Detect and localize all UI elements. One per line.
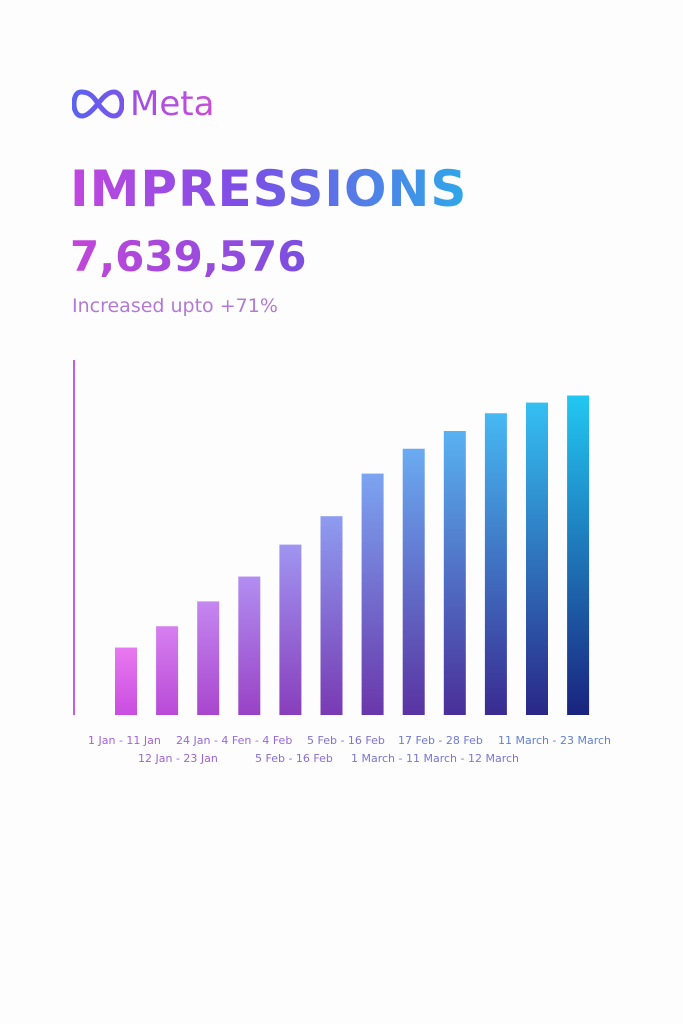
growth-subtitle: Increased upto +71% [72,295,278,317]
bar [361,473,384,715]
bar [484,413,507,715]
brand-logo: Meta [72,84,214,124]
bar-chart: 1 Jan - 11 Jan 24 Jan - 4 Fen - 4 Feb 5 Fe… [73,360,613,765]
bar [402,448,425,715]
bar [197,601,220,715]
bar [567,395,590,715]
x-tick-label: 1 Jan - 11 Jan [88,734,161,747]
x-tick-label: 5 Feb - 16 Feb [307,734,385,747]
bar [526,402,548,715]
page-title: IMPRESSIONS [70,160,468,218]
bar [115,647,137,715]
x-tick-label: 24 Jan - 4 Fen - 4 Feb [176,734,292,747]
x-tick-label: 1 March - 11 March - 12 March [351,752,519,765]
bar [279,544,302,715]
brand-name: Meta [130,84,215,124]
x-tick-label: 12 Jan - 23 Jan [138,752,218,765]
bar [443,431,466,715]
x-tick-label: 17 Feb - 28 Feb [398,734,483,747]
bar [156,626,179,715]
bar [238,576,261,715]
x-tick-label: 11 March - 23 March [498,734,611,747]
bar [320,516,343,715]
meta-infinity-icon [72,89,124,119]
total-impressions: 7,639,576 [70,232,307,281]
x-tick-label: 5 Feb - 16 Feb [255,752,333,765]
